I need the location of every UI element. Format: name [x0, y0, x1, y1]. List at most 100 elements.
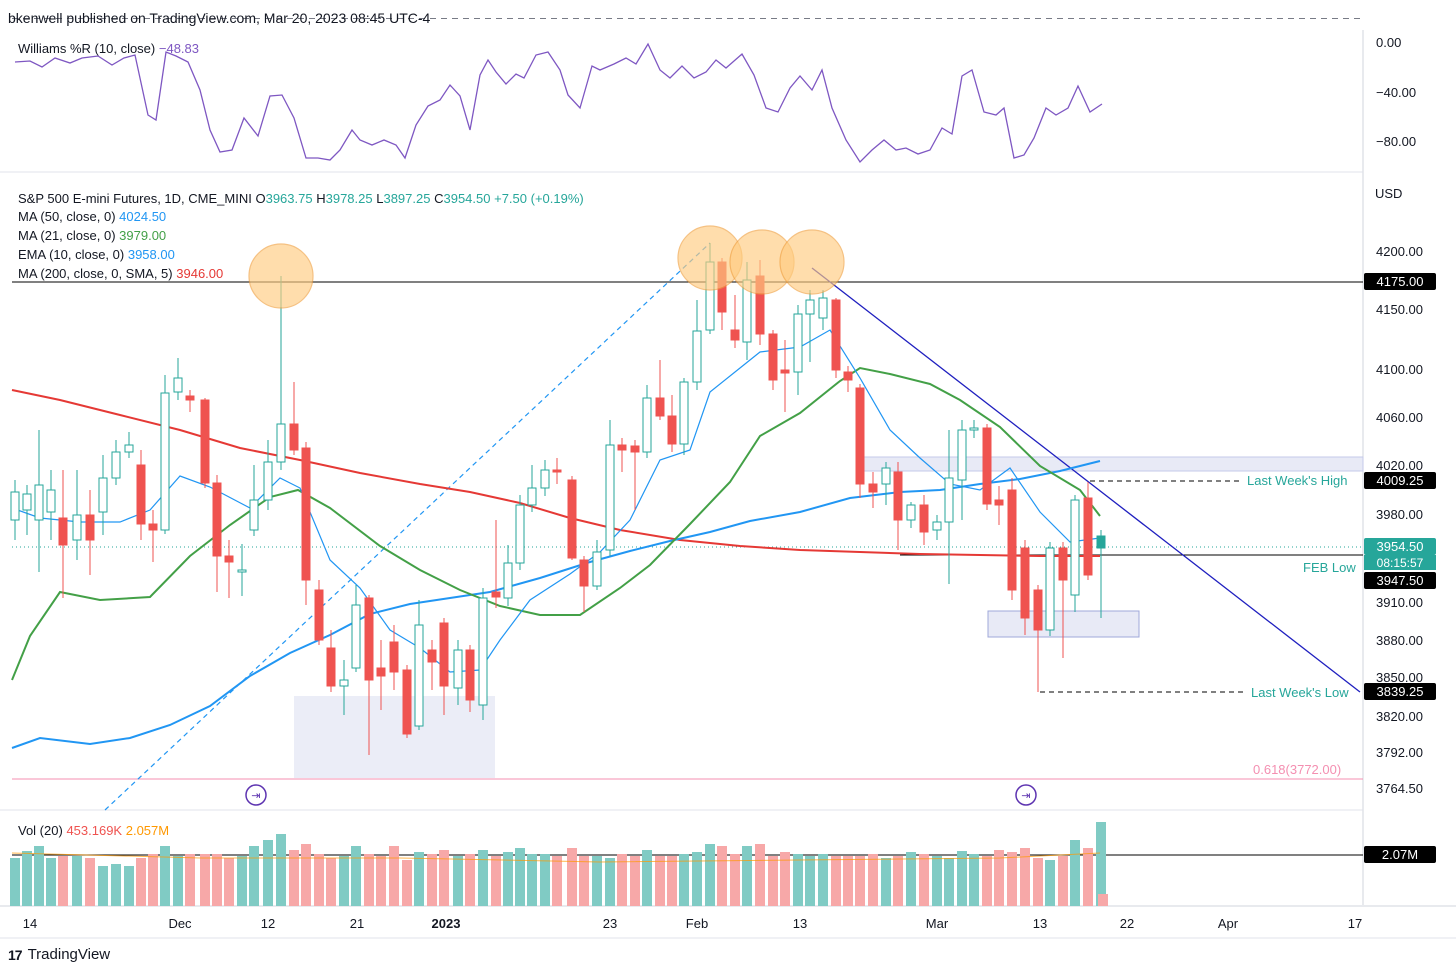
- event-marker-icon: ⇥: [1015, 784, 1037, 806]
- time-axis-label: 22: [1120, 916, 1134, 931]
- candle-body: [868, 483, 878, 493]
- candle-body: [919, 504, 929, 533]
- candle-body: [453, 649, 463, 689]
- candle: [1083, 482, 1093, 580]
- candle: [22, 485, 32, 535]
- downtrend-line: [811, 267, 1361, 693]
- candle: [919, 495, 929, 545]
- volume-bar: [111, 864, 121, 906]
- price-tag-current-bg: [1364, 538, 1436, 555]
- volume-bar: [224, 858, 234, 906]
- volume-bar: [314, 854, 324, 906]
- volume-bar: [742, 846, 752, 906]
- volume-bar: [755, 844, 765, 906]
- volume-bar: [994, 850, 1004, 906]
- volume-bar: [212, 854, 222, 906]
- ema10-value: 3958.00: [127, 247, 175, 262]
- volume-bar: [301, 844, 311, 906]
- volume-bar: [276, 834, 286, 906]
- candle-body: [818, 297, 828, 319]
- volume-bar-last: [1098, 894, 1108, 906]
- candle-body: [1058, 547, 1068, 581]
- volume-bar: [868, 854, 878, 906]
- time-axis-label: 13: [1033, 916, 1047, 931]
- candle-body: [855, 387, 865, 485]
- candle: [994, 486, 1004, 525]
- volume-bar: [478, 850, 488, 906]
- resistance-zone: [861, 456, 1364, 472]
- price-axis-label: 3820.00: [1376, 709, 1423, 724]
- candle-body: [249, 499, 259, 531]
- price-tag-3839-bg: [1364, 683, 1436, 700]
- price-axis-label: 4100.00: [1376, 362, 1423, 377]
- ma200-value: 3946.00: [176, 266, 224, 281]
- candle: [453, 640, 463, 705]
- volume-bar: [173, 856, 183, 906]
- feb-low-label: FEB Low: [1303, 560, 1356, 575]
- candle-body: [1007, 489, 1017, 591]
- currency-label: USD: [1375, 186, 1403, 201]
- volume-bar: [249, 846, 259, 906]
- candle-body: [1045, 547, 1055, 631]
- event-marker-icon: ⇥: [245, 784, 267, 806]
- candle: [402, 665, 412, 738]
- candle: [1058, 542, 1068, 658]
- volume-bar: [1020, 848, 1030, 906]
- price-axis-label: 3880.00: [1376, 633, 1423, 648]
- volume-bar: [491, 856, 501, 906]
- last-week-high-label: Last Week's High: [1247, 473, 1348, 488]
- candle: [46, 470, 56, 540]
- candle-body: [667, 415, 677, 445]
- ohlc-l-label: L: [376, 191, 384, 206]
- candle: [1070, 495, 1080, 612]
- candle: [667, 395, 677, 452]
- candle: [439, 618, 449, 715]
- price-axis-label: 4020.00: [1376, 458, 1423, 473]
- candle: [289, 382, 299, 455]
- williams-r-line: [14, 42, 1103, 164]
- price-axis-label: 4200.00: [1376, 244, 1423, 259]
- volume-bar: [579, 856, 589, 906]
- candle: [655, 360, 665, 420]
- candle: [730, 295, 740, 348]
- footer-brand[interactable]: 17 TradingView: [8, 946, 110, 963]
- candle: [136, 450, 146, 540]
- price-tag-4009: 4009.25: [1377, 473, 1424, 488]
- volume-bar: [527, 854, 537, 906]
- time-axis-label: 17: [1348, 916, 1362, 931]
- candle: [491, 520, 501, 608]
- candle: [540, 460, 550, 496]
- candle: [111, 440, 121, 485]
- candle-body: [224, 555, 234, 563]
- candle-body: [414, 624, 424, 727]
- volume-bar: [326, 858, 336, 906]
- candle: [427, 640, 437, 690]
- candle-body: [780, 369, 790, 374]
- candle-body: [173, 377, 183, 393]
- volume-bar: [465, 854, 475, 906]
- candle: [1007, 478, 1017, 600]
- volume-bar: [1058, 856, 1068, 906]
- candle: [148, 510, 158, 562]
- candle-body: [579, 559, 589, 587]
- candle-body: [642, 397, 652, 453]
- candle-body: [478, 597, 488, 706]
- ohlc-o-label: O: [255, 191, 266, 206]
- candle: [364, 595, 374, 755]
- candle-body: [655, 397, 665, 417]
- candle-body: [289, 423, 299, 451]
- candle: [1020, 540, 1030, 635]
- candle: [314, 580, 324, 645]
- wr-axis-label: 0.00: [1376, 35, 1401, 50]
- candle-body: [515, 504, 525, 564]
- candle-body: [276, 423, 286, 463]
- candle: [339, 660, 349, 715]
- event-marker-circle: [1015, 784, 1037, 806]
- ma200-label: MA (200, close, 0, SMA, 5): [18, 266, 173, 281]
- volume-ma-value: 2.057M: [125, 823, 170, 838]
- volume-bar: [768, 856, 778, 906]
- volume-bar: [136, 858, 146, 906]
- volume-bar: [957, 851, 967, 906]
- candle-body: [376, 667, 386, 677]
